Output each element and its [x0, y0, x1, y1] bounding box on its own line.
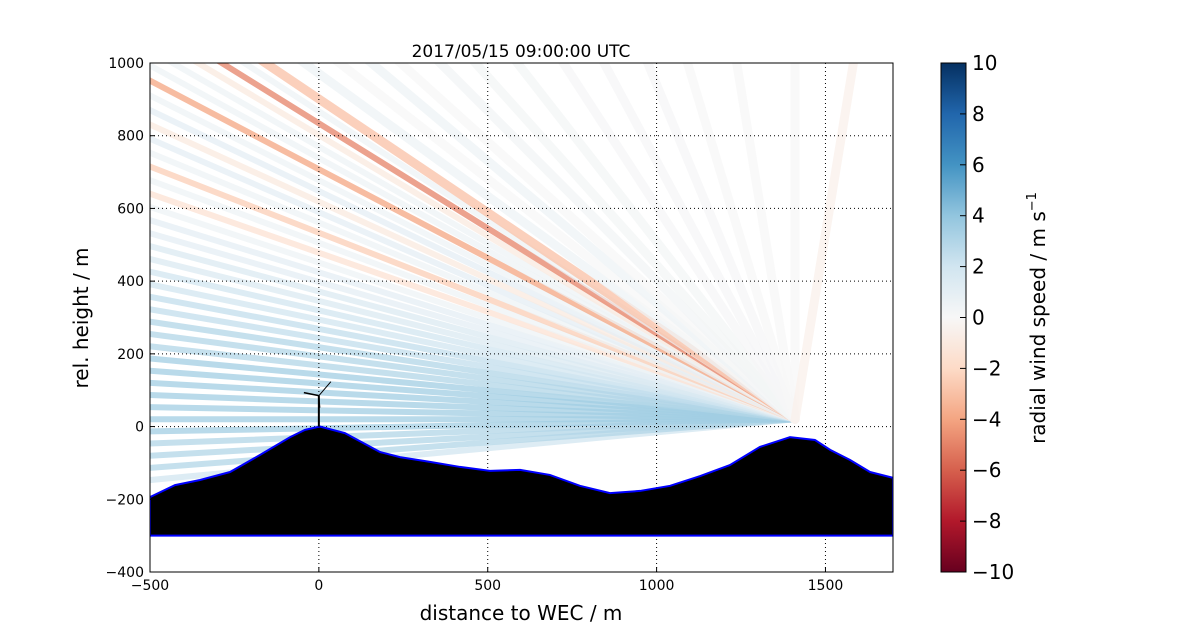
colorbar-tick-label: 10	[972, 51, 997, 75]
beam	[433, 63, 800, 424]
beam	[642, 63, 800, 424]
terrain-profile	[150, 425, 893, 537]
x-tick-label: 0	[314, 578, 323, 594]
beam	[732, 63, 800, 424]
colorbar-label-text: radial wind speed / m s	[1026, 211, 1050, 444]
y-tick-label: −400	[106, 565, 144, 581]
beam	[257, 63, 800, 424]
y-tick-label: 200	[117, 347, 144, 363]
y-axis-label: rel. height / m	[69, 247, 93, 388]
x-tick-label: 1000	[639, 578, 675, 594]
x-axis: −500 0 500 1000 1500	[131, 567, 844, 594]
beam	[469, 63, 800, 424]
x-tick-label: 500	[474, 578, 501, 594]
colorbar-ticks: 10 8 6 4 2 0 −2 −4 −6 −8 −10	[960, 51, 1014, 584]
beam	[557, 63, 800, 424]
colorbar-tick-label: 2	[972, 255, 985, 279]
colorbar-tick-label: −4	[972, 407, 1001, 431]
turbine-blade	[318, 395, 321, 408]
x-axis-label: distance to WEC / m	[420, 601, 623, 625]
y-axis: −400 −200 0 200 400 600 800 1000	[106, 56, 155, 581]
wind-turbine	[303, 381, 332, 427]
y-tick-label: 0	[135, 420, 144, 436]
x-tick-label: −500	[131, 578, 169, 594]
colorbar-label-sup: −1	[1025, 192, 1040, 211]
y-tick-label: 400	[117, 274, 144, 290]
colorbar-label: radial wind speed / m s−1	[1025, 192, 1050, 444]
beam	[364, 63, 800, 424]
beams-layer	[150, 63, 858, 484]
beam	[332, 63, 800, 424]
beam	[511, 63, 800, 424]
y-tick-label: 800	[117, 129, 144, 145]
colorbar-tick-label: −8	[972, 509, 1001, 533]
colorbar-tick-label: −6	[972, 458, 1001, 482]
colorbar-tick-label: 0	[972, 306, 985, 330]
turbine-blade	[303, 391, 320, 397]
colorbar-tick-label: 8	[972, 102, 985, 126]
beam	[790, 63, 858, 424]
beam	[682, 63, 800, 424]
turbine-blade	[318, 381, 332, 396]
y-tick-label: 600	[117, 201, 144, 217]
colorbar-tick-label: −10	[972, 560, 1014, 584]
y-tick-label: −200	[106, 492, 144, 508]
beam	[296, 63, 800, 424]
x-tick-label: 1500	[808, 578, 844, 594]
colorbar-tick-label: −2	[972, 356, 1001, 380]
beam	[393, 63, 800, 424]
beam	[598, 63, 800, 424]
y-tick-label: 1000	[108, 56, 144, 72]
colorbar-tick-label: 4	[972, 204, 985, 228]
chart-title: 2017/05/15 09:00:00 UTC	[412, 42, 631, 62]
plot-frame	[149, 62, 894, 573]
colorbar-tick-label: 6	[972, 153, 985, 177]
